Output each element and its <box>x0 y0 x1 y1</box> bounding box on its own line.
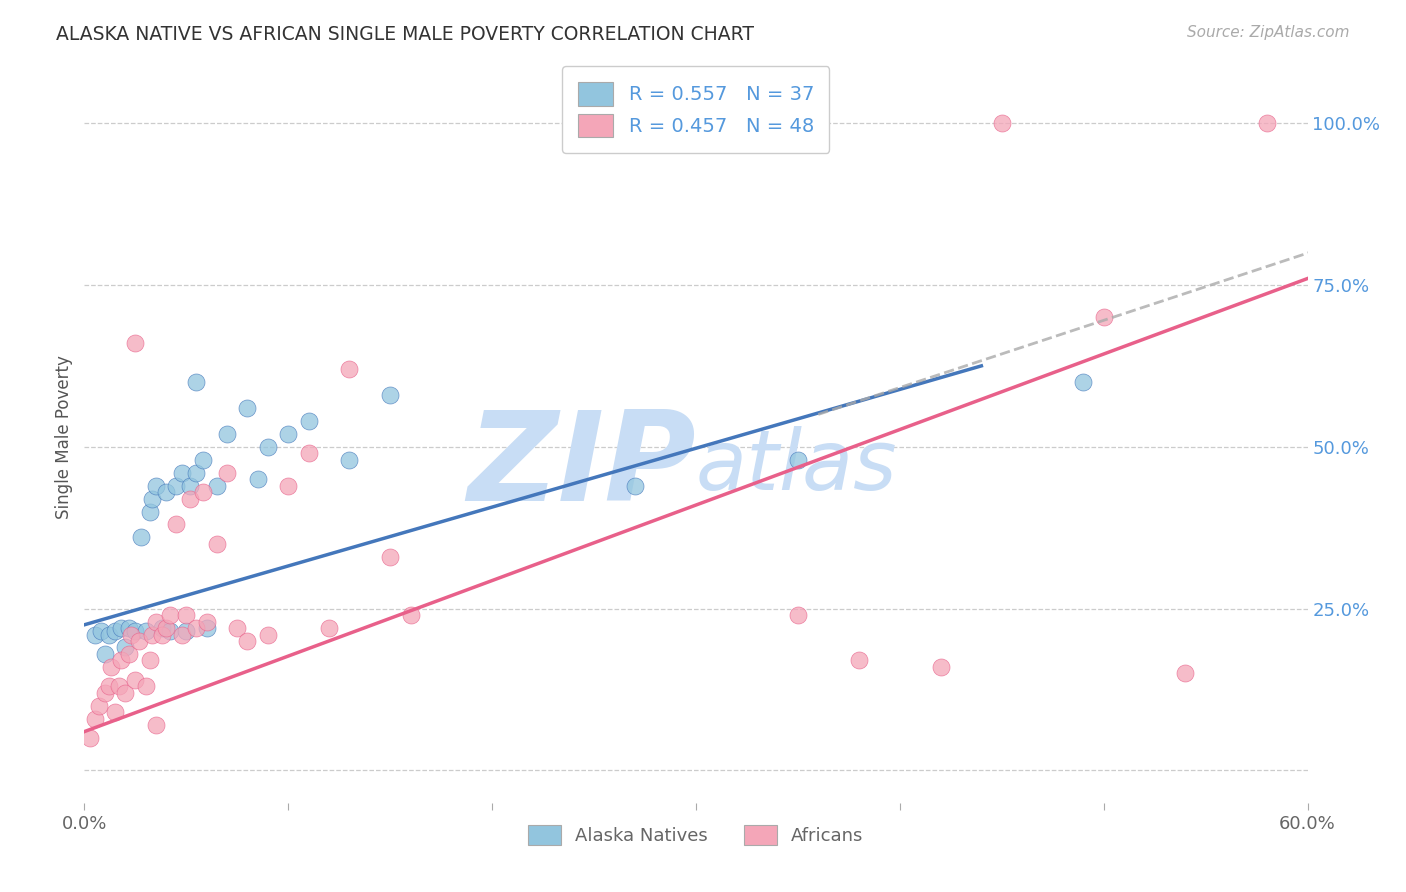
Point <box>339 452 361 467</box>
Point <box>124 673 146 687</box>
Point <box>186 466 208 480</box>
Point <box>172 627 194 641</box>
Point <box>179 478 201 492</box>
Point <box>174 624 197 639</box>
Point <box>339 362 361 376</box>
Point <box>1256 116 1278 130</box>
Point <box>298 414 321 428</box>
Point <box>145 478 167 492</box>
Point <box>87 698 110 713</box>
Point <box>172 466 194 480</box>
Text: Source: ZipAtlas.com: Source: ZipAtlas.com <box>1187 25 1350 40</box>
Point <box>138 653 160 667</box>
Point <box>79 731 101 745</box>
Point <box>298 446 321 460</box>
Point <box>195 615 218 629</box>
Point <box>191 485 214 500</box>
Point <box>97 679 120 693</box>
Point <box>120 627 142 641</box>
Point <box>150 627 173 641</box>
Point <box>205 478 228 492</box>
Point <box>128 634 150 648</box>
Point <box>97 627 120 641</box>
Point <box>155 485 177 500</box>
Point <box>787 452 810 467</box>
Point <box>246 472 269 486</box>
Y-axis label: Single Male Poverty: Single Male Poverty <box>55 355 73 519</box>
Point <box>257 440 280 454</box>
Point <box>110 621 132 635</box>
Point <box>186 375 208 389</box>
Point <box>236 401 259 415</box>
Point <box>131 530 153 544</box>
Point <box>991 116 1014 130</box>
Point <box>179 491 201 506</box>
Point <box>108 679 131 693</box>
Point <box>787 608 810 623</box>
Point <box>174 608 197 623</box>
Point <box>124 336 146 351</box>
Point <box>1073 375 1095 389</box>
Point <box>277 478 299 492</box>
Point <box>380 388 402 402</box>
Point <box>104 705 127 719</box>
Point <box>118 621 141 635</box>
Point <box>159 608 181 623</box>
Point <box>90 624 112 639</box>
Point <box>114 640 136 655</box>
Point <box>195 621 218 635</box>
Point <box>318 621 340 635</box>
Point <box>217 426 239 441</box>
Point <box>93 647 115 661</box>
Point <box>83 627 105 641</box>
Point <box>150 621 173 635</box>
Point <box>110 653 132 667</box>
Point <box>848 653 870 667</box>
Point <box>205 537 228 551</box>
Point <box>399 608 422 623</box>
Point <box>141 491 163 506</box>
Legend: Alaska Natives, Africans: Alaska Natives, Africans <box>522 818 870 852</box>
Point <box>159 624 181 639</box>
Point <box>165 478 187 492</box>
Text: ZIP: ZIP <box>467 406 696 527</box>
Point <box>141 627 163 641</box>
Point <box>124 624 146 639</box>
Point <box>135 624 157 639</box>
Text: ALASKA NATIVE VS AFRICAN SINGLE MALE POVERTY CORRELATION CHART: ALASKA NATIVE VS AFRICAN SINGLE MALE POV… <box>56 25 754 44</box>
Point <box>145 718 167 732</box>
Point <box>217 466 239 480</box>
Point <box>145 615 167 629</box>
Point <box>236 634 259 648</box>
Point <box>380 549 402 564</box>
Point <box>186 621 208 635</box>
Point <box>118 647 141 661</box>
Point <box>104 624 127 639</box>
Point <box>1174 666 1197 681</box>
Point <box>93 686 115 700</box>
Point <box>83 712 105 726</box>
Point <box>929 660 952 674</box>
Point <box>165 517 187 532</box>
Point <box>226 621 249 635</box>
Point <box>257 627 280 641</box>
Text: atlas: atlas <box>696 425 897 507</box>
Point <box>114 686 136 700</box>
Point <box>135 679 157 693</box>
Point <box>624 478 647 492</box>
Point <box>1092 310 1115 325</box>
Point <box>277 426 299 441</box>
Point <box>191 452 214 467</box>
Point <box>100 660 122 674</box>
Point <box>155 621 177 635</box>
Point <box>138 504 160 518</box>
